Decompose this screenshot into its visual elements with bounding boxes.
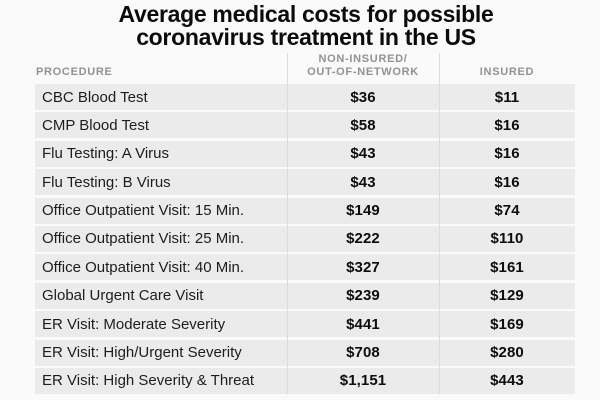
insured-cost-cell: $16 [494, 116, 520, 134]
table-header-row: PROCEDURE NON-INSURED/ OUT-OF-NETWORK IN… [35, 53, 575, 84]
non-insured-cost-cell: $327 [346, 258, 380, 276]
insured-cost-cell: $129 [490, 287, 524, 305]
procedure-cell: Office Outpatient Visit: 25 Min. [42, 230, 245, 248]
procedure-cell: Office Outpatient Visit: 40 Min. [42, 258, 245, 276]
non-insured-cost-cell: $1,151 [339, 372, 387, 390]
non-insured-cost-cell: $708 [346, 344, 380, 362]
insured-cost-cell: $161 [490, 258, 524, 276]
page-title-line2: coronavirus treatment in the US [136, 24, 476, 50]
non-insured-cost-cell: $43 [350, 173, 376, 191]
column-divider [287, 53, 288, 394]
table-row: CMP Blood Test $58 $16 [35, 112, 575, 139]
insured-cost-cell: $16 [494, 145, 520, 163]
procedure-cell: ER Visit: High/Urgent Severity [42, 344, 242, 362]
non-insured-cost-cell: $239 [346, 287, 380, 305]
non-insured-cost-cell: $149 [346, 202, 380, 220]
table-row: Global Urgent Care Visit $239 $129 [35, 282, 575, 309]
non-insured-header-line2: OUT-OF-NETWORK [307, 65, 419, 78]
table-row: Flu Testing: A Virus $43 $16 [35, 140, 575, 167]
insured-cost-cell: $169 [490, 315, 524, 333]
insured-cost-cell: $11 [494, 88, 520, 106]
table-row: Flu Testing: B Virus $43 $16 [35, 169, 575, 196]
non-insured-cost-cell: $441 [346, 315, 380, 333]
page-title-line1: Average medical costs for possible [118, 1, 494, 27]
table-row: ER Visit: High Severity & Threat $1,151 … [35, 367, 575, 394]
non-insured-cost-cell: $222 [346, 230, 380, 248]
non-insured-header-line1: NON-INSURED/ [318, 53, 408, 65]
column-divider [439, 53, 440, 394]
procedure-column-header: PROCEDURE [36, 65, 113, 78]
non-insured-cost-cell: $58 [350, 116, 376, 134]
non-insured-cost-cell: $43 [350, 145, 376, 163]
non-insured-cost-cell: $36 [350, 88, 376, 106]
procedure-cell: Global Urgent Care Visit [42, 287, 204, 305]
insured-cost-cell: $74 [494, 202, 520, 220]
procedure-cell: ER Visit: Moderate Severity [42, 315, 226, 333]
insured-cost-cell: $443 [490, 372, 524, 390]
procedure-cell: Flu Testing: A Virus [42, 145, 170, 163]
table-row: ER Visit: High/Urgent Severity $708 $280 [35, 339, 575, 366]
insured-cost-cell: $110 [490, 230, 524, 248]
table-row: Office Outpatient Visit: 25 Min. $222 $1… [35, 225, 575, 252]
procedure-cell: CMP Blood Test [42, 116, 149, 134]
table-row: CBC Blood Test $36 $11 [35, 84, 575, 110]
table-row: Office Outpatient Visit: 15 Min. $149 $7… [35, 197, 575, 224]
non-insured-column-header: NON-INSURED/ OUT-OF-NETWORK [287, 53, 439, 78]
insured-column-header: INSURED [479, 65, 535, 78]
insured-cost-cell: $16 [494, 173, 520, 191]
table-row: ER Visit: Moderate Severity $441 $169 [35, 311, 575, 338]
procedure-cell: CBC Blood Test [42, 88, 148, 106]
procedure-cell: Flu Testing: B Virus [42, 173, 171, 191]
page-title: Average medical costs for possible coron… [0, 3, 600, 49]
procedure-cell: Office Outpatient Visit: 15 Min. [42, 202, 245, 220]
procedure-cell: ER Visit: High Severity & Threat [42, 372, 255, 390]
costs-table: PROCEDURE NON-INSURED/ OUT-OF-NETWORK IN… [35, 53, 575, 396]
insured-cost-cell: $280 [490, 344, 524, 362]
table-row: Office Outpatient Visit: 40 Min. $327 $1… [35, 254, 575, 281]
